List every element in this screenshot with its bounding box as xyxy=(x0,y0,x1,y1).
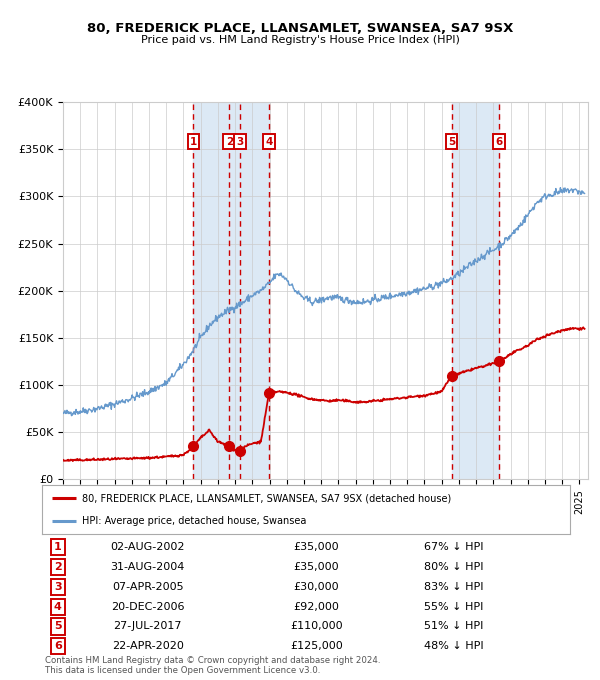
Text: 6: 6 xyxy=(54,641,62,651)
Text: 27-JUL-2017: 27-JUL-2017 xyxy=(113,622,182,632)
Text: £125,000: £125,000 xyxy=(290,641,343,651)
Text: 80, FREDERICK PLACE, LLANSAMLET, SWANSEA, SA7 9SX (detached house): 80, FREDERICK PLACE, LLANSAMLET, SWANSEA… xyxy=(82,493,451,503)
Text: 2: 2 xyxy=(226,137,233,147)
Text: 4: 4 xyxy=(54,602,62,611)
Text: 5: 5 xyxy=(54,622,62,632)
Text: 1: 1 xyxy=(54,542,62,552)
Text: 67% ↓ HPI: 67% ↓ HPI xyxy=(424,542,484,552)
Text: This data is licensed under the Open Government Licence v3.0.: This data is licensed under the Open Gov… xyxy=(45,666,320,675)
Bar xyxy=(193,102,229,479)
Text: HPI: Average price, detached house, Swansea: HPI: Average price, detached house, Swan… xyxy=(82,515,306,526)
Text: 2: 2 xyxy=(54,562,62,572)
Text: £30,000: £30,000 xyxy=(294,582,340,592)
Text: 20-DEC-2006: 20-DEC-2006 xyxy=(111,602,184,611)
Text: 1: 1 xyxy=(190,137,197,147)
Text: 3: 3 xyxy=(236,137,244,147)
Text: £35,000: £35,000 xyxy=(294,542,340,552)
Text: 80, FREDERICK PLACE, LLANSAMLET, SWANSEA, SA7 9SX: 80, FREDERICK PLACE, LLANSAMLET, SWANSEA… xyxy=(87,22,513,35)
Bar xyxy=(452,102,499,479)
Text: £92,000: £92,000 xyxy=(293,602,340,611)
Text: 80% ↓ HPI: 80% ↓ HPI xyxy=(424,562,484,572)
Text: 55% ↓ HPI: 55% ↓ HPI xyxy=(424,602,484,611)
Text: 07-APR-2005: 07-APR-2005 xyxy=(112,582,184,592)
Text: Price paid vs. HM Land Registry's House Price Index (HPI): Price paid vs. HM Land Registry's House … xyxy=(140,35,460,46)
Text: 51% ↓ HPI: 51% ↓ HPI xyxy=(424,622,484,632)
Text: Contains HM Land Registry data © Crown copyright and database right 2024.: Contains HM Land Registry data © Crown c… xyxy=(45,656,380,665)
Text: 02-AUG-2002: 02-AUG-2002 xyxy=(110,542,185,552)
Text: 48% ↓ HPI: 48% ↓ HPI xyxy=(424,641,484,651)
Text: 3: 3 xyxy=(54,582,62,592)
Text: £110,000: £110,000 xyxy=(290,622,343,632)
Bar xyxy=(229,102,269,479)
Text: £35,000: £35,000 xyxy=(294,562,340,572)
Text: 4: 4 xyxy=(265,137,273,147)
Text: 6: 6 xyxy=(495,137,502,147)
Text: 31-AUG-2004: 31-AUG-2004 xyxy=(110,562,185,572)
Text: 5: 5 xyxy=(448,137,455,147)
Text: 83% ↓ HPI: 83% ↓ HPI xyxy=(424,582,484,592)
Text: 22-APR-2020: 22-APR-2020 xyxy=(112,641,184,651)
